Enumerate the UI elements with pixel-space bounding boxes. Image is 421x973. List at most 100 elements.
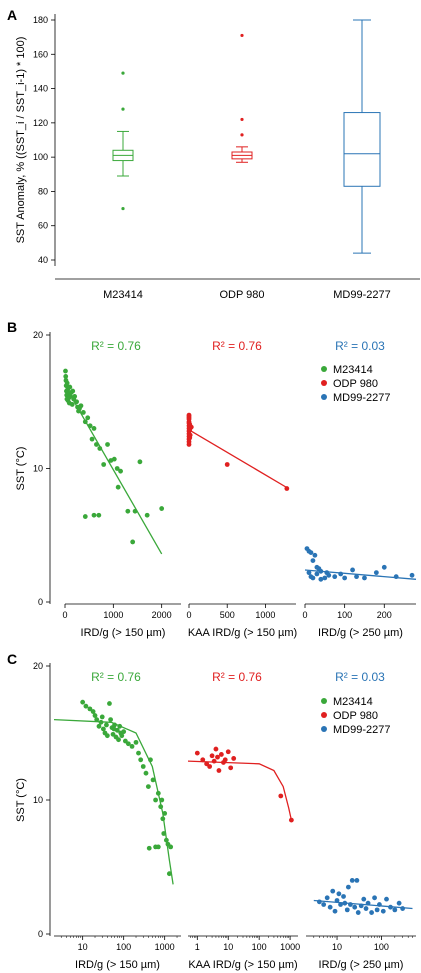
x-tick-label: 1000 bbox=[280, 942, 300, 952]
data-point bbox=[83, 703, 89, 709]
data-point bbox=[209, 753, 215, 759]
data-point bbox=[78, 403, 84, 409]
data-point bbox=[186, 442, 192, 447]
data-point bbox=[352, 904, 358, 910]
r-squared-label: R² = 0.03 bbox=[335, 670, 385, 684]
data-point bbox=[125, 508, 131, 514]
data-point bbox=[342, 575, 348, 581]
data-point bbox=[384, 896, 389, 902]
panel-a-y-tick-label: 60 bbox=[38, 221, 48, 231]
legend-label: ODP 980 bbox=[333, 378, 378, 390]
data-point bbox=[82, 514, 88, 519]
data-point bbox=[89, 436, 95, 442]
data-point bbox=[96, 512, 102, 518]
box-outlier bbox=[240, 133, 244, 137]
data-point bbox=[64, 380, 70, 386]
box-outlier bbox=[240, 117, 244, 122]
data-point bbox=[354, 574, 359, 580]
data-point bbox=[228, 765, 234, 771]
fit-line bbox=[64, 385, 163, 555]
scatter-m23414 bbox=[53, 699, 181, 940]
data-point bbox=[118, 468, 123, 474]
data-point bbox=[373, 570, 379, 576]
data-point bbox=[380, 908, 386, 914]
data-point bbox=[327, 904, 333, 910]
data-point bbox=[153, 797, 158, 803]
fit-line bbox=[313, 899, 413, 910]
r-squared-label: R² = 0.76 bbox=[91, 339, 141, 353]
x-tick-label: 1 bbox=[195, 942, 200, 952]
x-axis-label: IRD/g (> 150 µm) bbox=[81, 627, 166, 639]
data-point bbox=[67, 384, 73, 390]
panel-letter-c: C bbox=[7, 651, 17, 667]
x-tick-label: 500 bbox=[220, 610, 235, 620]
y-axis-label: SST (°C) bbox=[15, 447, 27, 491]
legend bbox=[321, 366, 327, 400]
box-odp-980 bbox=[231, 33, 253, 163]
x-tick-label: 2000 bbox=[152, 610, 172, 620]
panel-a-y-tick-label: 160 bbox=[33, 49, 48, 59]
data-point bbox=[140, 764, 146, 769]
box-outlier bbox=[121, 71, 125, 75]
panel-letter-a: A bbox=[7, 7, 17, 23]
data-point bbox=[213, 746, 219, 752]
data-point bbox=[215, 754, 220, 760]
data-point bbox=[105, 442, 110, 447]
data-point bbox=[99, 714, 105, 720]
data-point bbox=[92, 713, 98, 718]
scatter-m23414 bbox=[63, 368, 181, 608]
data-point bbox=[194, 750, 200, 756]
x-tick-label: 1000 bbox=[103, 610, 123, 620]
legend-marker bbox=[321, 394, 327, 400]
data-point bbox=[96, 723, 102, 729]
data-point bbox=[278, 793, 284, 799]
data-point bbox=[322, 575, 328, 581]
data-point bbox=[144, 512, 150, 518]
data-point bbox=[100, 726, 106, 732]
data-point bbox=[224, 462, 230, 467]
data-point bbox=[409, 572, 415, 578]
data-point bbox=[138, 757, 144, 763]
data-point bbox=[72, 394, 78, 399]
data-point bbox=[101, 462, 107, 467]
y-tick-label: 10 bbox=[33, 464, 43, 474]
data-point bbox=[308, 550, 314, 556]
data-point bbox=[381, 564, 387, 570]
x-tick-label: 0 bbox=[186, 610, 191, 620]
data-point bbox=[225, 749, 231, 755]
x-axis-label: IRD/g (> 250 µm) bbox=[319, 959, 404, 971]
r-squared-label: R² = 0.76 bbox=[91, 670, 141, 684]
data-point bbox=[119, 733, 125, 739]
data-point bbox=[310, 575, 316, 581]
data-point bbox=[316, 899, 322, 905]
legend-marker bbox=[321, 726, 327, 732]
data-point bbox=[392, 907, 398, 913]
data-point bbox=[125, 741, 131, 747]
data-point bbox=[363, 906, 369, 911]
scatter-odp-980 bbox=[186, 412, 296, 608]
fit-line bbox=[53, 718, 174, 885]
x-tick-label: 10 bbox=[78, 942, 88, 952]
panel-a-y-tick-label: 180 bbox=[33, 15, 48, 25]
data-point bbox=[344, 907, 350, 913]
scatter-md99-2277 bbox=[304, 546, 417, 608]
legend-label: MD99-2277 bbox=[333, 724, 390, 736]
fit-line bbox=[187, 760, 293, 821]
data-point bbox=[188, 424, 194, 430]
data-point bbox=[168, 844, 174, 850]
box-iqr bbox=[343, 112, 381, 187]
data-point bbox=[330, 888, 336, 894]
data-point bbox=[129, 744, 135, 749]
x-tick-label: 10 bbox=[332, 942, 342, 952]
x-tick-label: 1000 bbox=[155, 942, 175, 952]
x-axis-label: KAA IRD/g (> 150 µm) bbox=[188, 627, 297, 639]
legend-label: M23414 bbox=[333, 696, 373, 708]
data-point bbox=[70, 388, 76, 394]
data-point bbox=[145, 784, 151, 789]
data-point bbox=[336, 891, 342, 897]
data-point bbox=[326, 572, 332, 578]
data-point bbox=[133, 739, 139, 745]
data-point bbox=[87, 706, 93, 712]
legend-label: ODP 980 bbox=[333, 710, 378, 722]
